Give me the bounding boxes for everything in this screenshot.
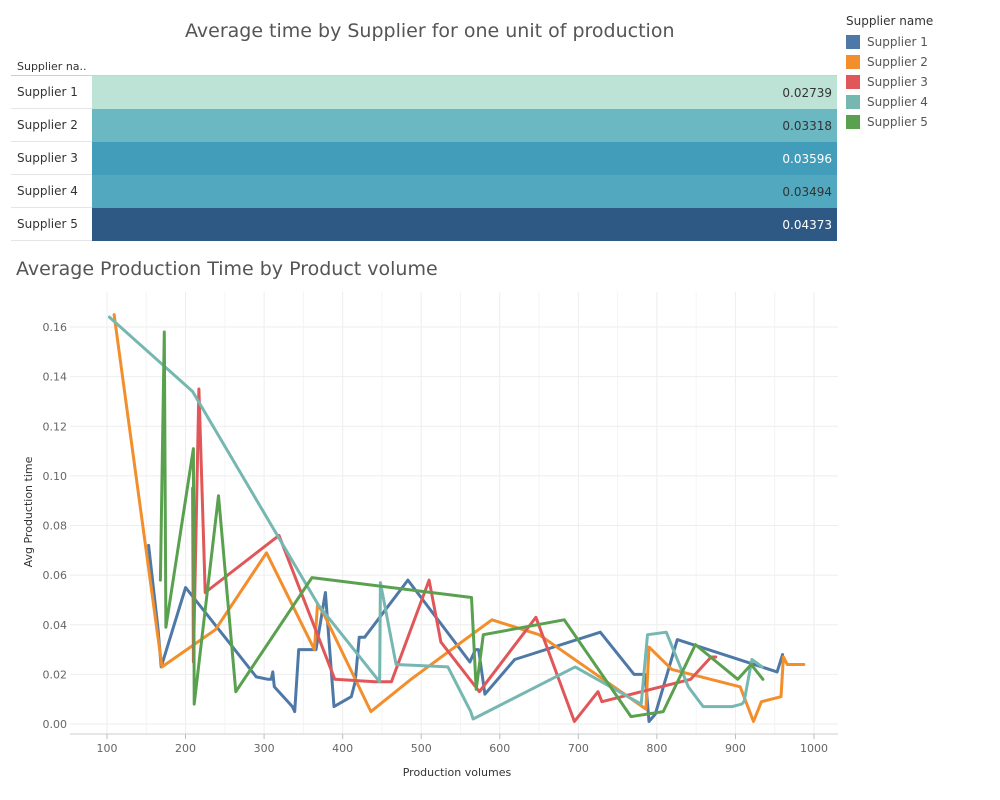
y-tick-label: 0.04 bbox=[43, 619, 68, 632]
table-header: Supplier na.. bbox=[11, 58, 837, 76]
legend-item[interactable]: Supplier 2 bbox=[846, 52, 933, 72]
x-tick-label: 600 bbox=[489, 742, 510, 755]
series-line-5[interactable] bbox=[158, 330, 765, 719]
x-tick-label: 900 bbox=[725, 742, 746, 755]
table-row[interactable]: Supplier 4 0.03494 bbox=[11, 175, 837, 208]
supplier-highlight-table: Supplier na.. Supplier 1 0.02739 Supplier … bbox=[11, 58, 837, 241]
x-tick-label: 1000 bbox=[800, 742, 828, 755]
table-row[interactable]: Supplier 3 0.03596 bbox=[11, 142, 837, 175]
x-axis-title: Production volumes bbox=[403, 766, 512, 779]
series-line-3[interactable] bbox=[191, 387, 718, 723]
table-rows: Supplier 1 0.02739 Supplier 2 0.03318 Suppli… bbox=[11, 76, 837, 241]
y-tick-label: 0.08 bbox=[43, 520, 68, 533]
x-tick-label: 500 bbox=[411, 742, 432, 755]
row-value-cell: 0.02739 bbox=[92, 76, 837, 109]
series-line-2[interactable] bbox=[112, 313, 806, 723]
legend-label: Supplier 5 bbox=[867, 115, 928, 129]
row-value-cell: 0.03318 bbox=[92, 109, 837, 142]
legend-swatch bbox=[846, 95, 860, 109]
legend-label: Supplier 4 bbox=[867, 95, 928, 109]
legend-item[interactable]: Supplier 4 bbox=[846, 92, 933, 112]
table-row[interactable]: Supplier 1 0.02739 bbox=[11, 76, 837, 109]
legend-item[interactable]: Supplier 5 bbox=[846, 112, 933, 132]
legend-item[interactable]: Supplier 3 bbox=[846, 72, 933, 92]
x-tick-label: 300 bbox=[254, 742, 275, 755]
legend-swatch bbox=[846, 75, 860, 89]
row-label: Supplier 4 bbox=[11, 175, 92, 208]
x-tick-label: 700 bbox=[568, 742, 589, 755]
x-tick-label: 200 bbox=[175, 742, 196, 755]
y-tick-label: 0.00 bbox=[43, 718, 68, 731]
legend-item[interactable]: Supplier 1 bbox=[846, 32, 933, 52]
legend-label: Supplier 1 bbox=[867, 35, 928, 49]
row-value-cell: 0.03596 bbox=[92, 142, 837, 175]
y-axis-title: Avg Production time bbox=[22, 456, 35, 567]
row-label: Supplier 1 bbox=[11, 76, 92, 109]
series-line-4[interactable] bbox=[107, 315, 764, 721]
x-tick-label: 800 bbox=[646, 742, 667, 755]
x-tick-label: 100 bbox=[97, 742, 118, 755]
line-chart-title: Average Production Time by Product volum… bbox=[16, 258, 438, 280]
legend-swatch bbox=[846, 35, 860, 49]
legend-label: Supplier 2 bbox=[867, 55, 928, 69]
row-value-cell: 0.04373 bbox=[92, 208, 837, 241]
grid-layer bbox=[70, 292, 838, 739]
row-value-cell: 0.03494 bbox=[92, 175, 837, 208]
series-layer bbox=[107, 313, 806, 723]
y-tick-label: 0.02 bbox=[43, 668, 68, 681]
row-label: Supplier 5 bbox=[11, 208, 92, 241]
legend-label: Supplier 3 bbox=[867, 75, 928, 89]
y-tick-label: 0.16 bbox=[43, 321, 68, 334]
legend-swatch bbox=[846, 55, 860, 69]
y-tick-label: 0.10 bbox=[43, 470, 68, 483]
x-tick-label: 400 bbox=[332, 742, 353, 755]
legend-items: Supplier 1 Supplier 2 Supplier 3 Supplier 4… bbox=[846, 32, 933, 132]
row-label: Supplier 3 bbox=[11, 142, 92, 175]
y-tick-label: 0.12 bbox=[43, 420, 68, 433]
legend: Supplier name Supplier 1 Supplier 2 Suppli… bbox=[846, 14, 933, 132]
table-row[interactable]: Supplier 5 0.04373 bbox=[11, 208, 837, 241]
y-tick-label: 0.06 bbox=[43, 569, 68, 582]
series-line-1[interactable] bbox=[147, 543, 785, 723]
y-tick-label: 0.14 bbox=[43, 371, 68, 384]
legend-swatch bbox=[846, 115, 860, 129]
row-label: Supplier 2 bbox=[11, 109, 92, 142]
legend-title: Supplier name bbox=[846, 14, 934, 28]
table-row[interactable]: Supplier 2 0.03318 bbox=[11, 109, 837, 142]
top-chart-title: Average time by Supplier for one unit of… bbox=[185, 20, 675, 42]
tick-layer: 100 200 300 400 500 600 700 800 900 1000 0.00 0.02 0… bbox=[43, 321, 829, 755]
